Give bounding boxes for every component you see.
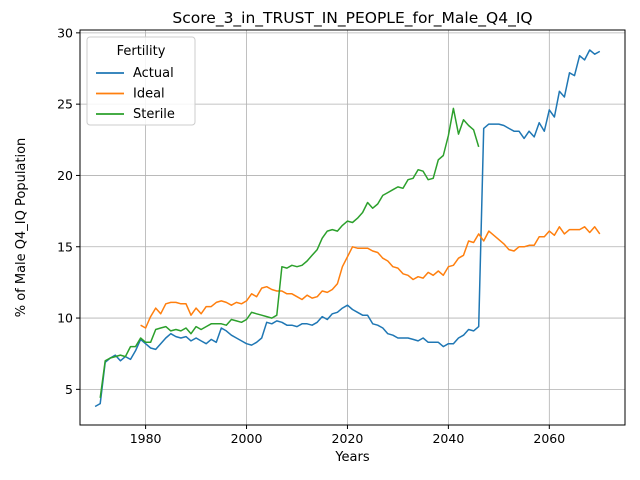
y-tick-label: 5	[65, 382, 73, 397]
x-tick-label: 1980	[130, 431, 162, 446]
x-tick-label: 2020	[332, 431, 364, 446]
series-line-actual	[94, 49, 601, 408]
y-tick-label: 20	[57, 168, 73, 183]
chart-title: Score_3_in_TRUST_IN_PEOPLE_for_Male_Q4_I…	[172, 9, 532, 28]
y-tick-label: 15	[57, 239, 73, 254]
legend-label-ideal: Ideal	[133, 87, 165, 102]
x-tick-label: 2060	[533, 431, 565, 446]
grid	[80, 30, 625, 425]
series-lines	[94, 49, 601, 408]
series-line-sterile	[99, 107, 480, 399]
x-tick-label: 2040	[432, 431, 464, 446]
x-axis-label: Years	[334, 450, 370, 465]
axes-frame	[79, 29, 626, 426]
y-tick-label: 10	[57, 311, 73, 326]
legend-label-actual: Actual	[133, 66, 174, 81]
y-axis-label: % of Male Q4_IQ Population	[14, 138, 29, 318]
legend: Fertility Actual Ideal Sterile	[86, 36, 196, 126]
x-axis: 1980 2000 2020 2040 2060	[130, 425, 565, 446]
legend-title: Fertility	[117, 44, 166, 59]
legend-label-sterile: Sterile	[133, 107, 175, 122]
y-tick-label: 25	[57, 97, 73, 112]
y-tick-label: 30	[57, 25, 73, 40]
x-tick-label: 2000	[231, 431, 263, 446]
y-axis: 5 10 15 20 25 30	[57, 25, 80, 397]
series-line-ideal	[140, 226, 601, 329]
legend-box	[86, 36, 196, 126]
